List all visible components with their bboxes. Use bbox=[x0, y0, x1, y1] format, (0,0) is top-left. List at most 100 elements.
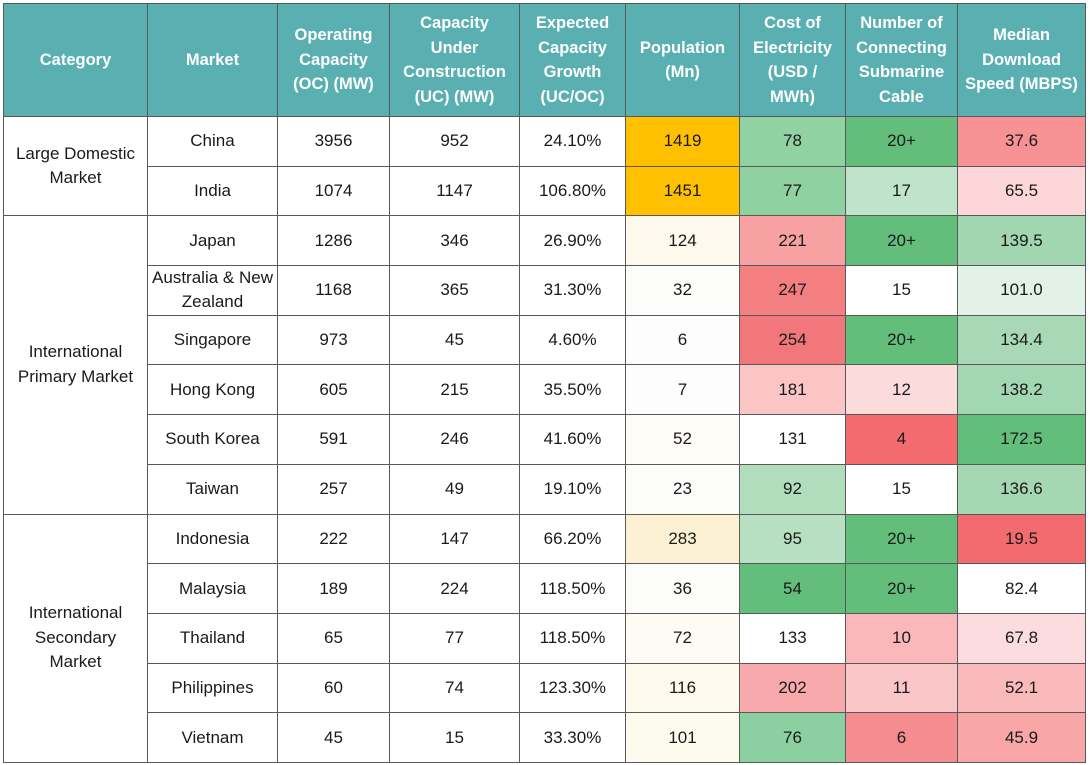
under-construction-cell: 49 bbox=[389, 463, 520, 515]
speed-cell: 101.0 bbox=[957, 265, 1086, 316]
speed-cell: 134.4 bbox=[957, 314, 1086, 366]
table-row: Large Domestic Market China 3956 952 24.10% 1… bbox=[3, 115, 1086, 217]
operating-capacity-cell: 973 bbox=[277, 314, 390, 366]
growth-cell: 106.80% bbox=[519, 165, 626, 217]
market-cell: India bbox=[147, 165, 278, 217]
speed-cell: 172.5 bbox=[957, 414, 1086, 465]
table-row: Malaysia 189 224 118.50% 36 54 20+ 82.4 bbox=[4, 563, 1086, 614]
header-row: Category Market Operating Capacity (OC) … bbox=[3, 3, 1086, 117]
population-cell: 6 bbox=[625, 314, 740, 366]
under-construction-cell: 15 bbox=[389, 712, 520, 763]
under-construction-cell: 365 bbox=[389, 265, 520, 316]
category-cell: International Primary Market bbox=[3, 215, 148, 515]
growth-cell: 123.30% bbox=[519, 662, 626, 714]
under-construction-cell: 1147 bbox=[389, 165, 520, 217]
market-cell: South Korea bbox=[147, 414, 278, 465]
cost-cell: 221 bbox=[739, 215, 846, 267]
speed-cell: 82.4 bbox=[957, 563, 1086, 614]
cost-cell: 254 bbox=[739, 314, 846, 366]
cables-cell: 17 bbox=[845, 165, 958, 217]
cables-cell: 15 bbox=[845, 265, 958, 316]
operating-capacity-cell: 3956 bbox=[277, 116, 390, 167]
operating-capacity-cell: 189 bbox=[277, 563, 390, 614]
operating-capacity-cell: 222 bbox=[277, 513, 390, 565]
population-cell: 1419 bbox=[625, 116, 740, 167]
category-cell: International Secondary Market bbox=[3, 513, 148, 763]
under-construction-cell: 147 bbox=[389, 513, 520, 565]
cost-cell: 247 bbox=[739, 265, 846, 316]
population-cell: 36 bbox=[625, 563, 740, 614]
table-row: Thailand 65 77 118.50% 72 133 10 67.8 bbox=[4, 612, 1086, 664]
operating-capacity-cell: 605 bbox=[277, 364, 390, 416]
market-cell: Philippines bbox=[147, 662, 278, 714]
market-cell: Thailand bbox=[147, 612, 278, 664]
operating-capacity-cell: 257 bbox=[277, 463, 390, 515]
speed-cell: 19.5 bbox=[957, 513, 1086, 565]
under-construction-cell: 77 bbox=[389, 612, 520, 664]
cost-cell: 133 bbox=[739, 612, 846, 664]
under-construction-cell: 45 bbox=[389, 314, 520, 366]
header-operating-capacity: Operating Capacity (OC) (MW) bbox=[277, 3, 390, 117]
header-cost-of-electricity: Cost of Electricity (USD / MWh) bbox=[739, 3, 846, 117]
table-row: South Korea 591 246 41.60% 52 131 4 172.5 bbox=[4, 414, 1086, 465]
operating-capacity-cell: 60 bbox=[277, 662, 390, 714]
operating-capacity-cell: 1074 bbox=[277, 165, 390, 217]
operating-capacity-cell: 45 bbox=[277, 712, 390, 763]
table-row: Vietnam 45 15 33.30% 101 76 6 45.9 bbox=[4, 712, 1086, 763]
cost-cell: 92 bbox=[739, 463, 846, 515]
header-capacity-under-construction: Capacity Under Construction (UC) (MW) bbox=[389, 3, 520, 117]
cost-cell: 95 bbox=[739, 513, 846, 565]
cost-cell: 181 bbox=[739, 364, 846, 416]
under-construction-cell: 215 bbox=[389, 364, 520, 416]
growth-cell: 31.30% bbox=[519, 265, 626, 316]
header-population: Population (Mn) bbox=[625, 3, 740, 117]
cables-cell: 12 bbox=[845, 364, 958, 416]
header-download-speed: Median Download Speed (MBPS) bbox=[957, 3, 1086, 117]
market-cell: Vietnam bbox=[147, 712, 278, 763]
cables-cell: 11 bbox=[845, 662, 958, 714]
cost-cell: 77 bbox=[739, 165, 846, 217]
cables-cell: 20+ bbox=[845, 563, 958, 614]
category-cell: Large Domestic Market bbox=[3, 115, 148, 217]
operating-capacity-cell: 1286 bbox=[277, 215, 390, 267]
cables-cell: 20+ bbox=[845, 215, 958, 267]
population-cell: 1451 bbox=[625, 165, 740, 217]
under-construction-cell: 346 bbox=[389, 215, 520, 267]
table-row: Taiwan 257 49 19.10% 23 92 15 136.6 bbox=[4, 463, 1086, 515]
population-cell: 23 bbox=[625, 463, 740, 515]
under-construction-cell: 246 bbox=[389, 414, 520, 465]
market-cell: Japan bbox=[147, 215, 278, 267]
header-submarine-cables: Number of Connecting Submarine Cable bbox=[845, 3, 958, 117]
market-cell: Singapore bbox=[147, 314, 278, 366]
growth-cell: 35.50% bbox=[519, 364, 626, 416]
growth-cell: 24.10% bbox=[519, 116, 626, 167]
cables-cell: 4 bbox=[845, 414, 958, 465]
table-row: India 1074 1147 106.80% 1451 77 17 65.5 bbox=[4, 165, 1086, 217]
speed-cell: 139.5 bbox=[957, 215, 1086, 267]
market-cell: Malaysia bbox=[147, 563, 278, 614]
cost-cell: 54 bbox=[739, 563, 846, 614]
growth-cell: 19.10% bbox=[519, 463, 626, 515]
population-cell: 32 bbox=[625, 265, 740, 316]
growth-cell: 26.90% bbox=[519, 215, 626, 267]
growth-cell: 66.20% bbox=[519, 513, 626, 565]
speed-cell: 67.8 bbox=[957, 612, 1086, 664]
population-cell: 7 bbox=[625, 364, 740, 416]
cables-cell: 6 bbox=[845, 712, 958, 763]
market-cell: Taiwan bbox=[147, 463, 278, 515]
header-market: Market bbox=[147, 3, 278, 117]
speed-cell: 65.5 bbox=[957, 165, 1086, 217]
under-construction-cell: 74 bbox=[389, 662, 520, 714]
growth-cell: 41.60% bbox=[519, 414, 626, 465]
population-cell: 101 bbox=[625, 712, 740, 763]
under-construction-cell: 952 bbox=[389, 116, 520, 167]
cables-cell: 20+ bbox=[845, 314, 958, 366]
header-category: Category bbox=[3, 3, 148, 117]
speed-cell: 37.6 bbox=[957, 116, 1086, 167]
operating-capacity-cell: 591 bbox=[277, 414, 390, 465]
data-center-market-table: Category Market Operating Capacity (OC) … bbox=[3, 3, 1086, 763]
table-row: International Secondary Market Indonesia 2… bbox=[3, 513, 1086, 763]
cost-cell: 131 bbox=[739, 414, 846, 465]
population-cell: 52 bbox=[625, 414, 740, 465]
table-row: Hong Kong 605 215 35.50% 7 181 12 138.2 bbox=[4, 364, 1086, 416]
